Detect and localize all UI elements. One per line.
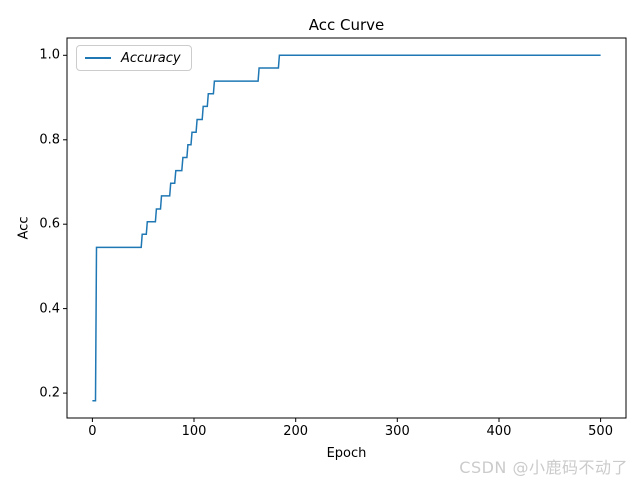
y-tick-label: 0.4 <box>39 301 60 317</box>
x-tick-label: 200 <box>283 424 309 439</box>
chart-title: Acc Curve <box>308 16 385 34</box>
y-tick-label: 0.8 <box>39 132 60 148</box>
legend-label: Accuracy <box>121 50 181 66</box>
y-tick-label: 0.2 <box>39 385 60 401</box>
watermark: CSDN @小鹿码不动了 <box>459 458 628 477</box>
x-axis-label: Epoch <box>326 446 367 461</box>
y-tick-label: 1.0 <box>39 47 60 63</box>
legend-line-sample-icon <box>85 57 111 59</box>
legend: Accuracy <box>76 45 192 71</box>
axes-frame <box>66 37 627 419</box>
x-tick-label: 500 <box>588 424 613 439</box>
x-tick-label: 300 <box>384 424 410 439</box>
x-tick-label: 400 <box>486 424 512 439</box>
x-tick-label: 0 <box>88 424 97 439</box>
y-tick-label: 0.6 <box>39 216 60 232</box>
x-tick-label: 100 <box>181 424 207 439</box>
accuracy-line <box>92 54 601 402</box>
